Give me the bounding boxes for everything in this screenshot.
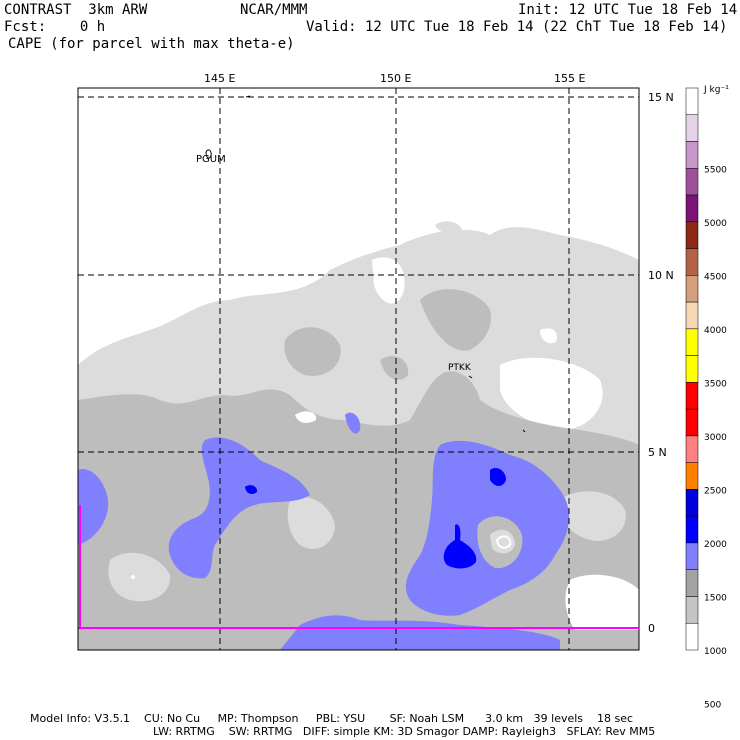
lon-label-145: 145 E xyxy=(204,72,235,85)
colorbar-segment xyxy=(685,328,699,356)
colorbar-segment xyxy=(685,114,699,142)
colorbar-segment xyxy=(685,221,699,249)
colorbar-segment xyxy=(685,569,699,597)
colorbar-segment xyxy=(685,194,699,223)
colorbar-label: 2500 xyxy=(704,486,727,496)
station-label-pgum: PGUM xyxy=(196,154,226,165)
model-title: CONTRAST 3km ARW xyxy=(4,2,148,18)
colorbar-segment xyxy=(685,355,699,383)
colorbar-labels: 5500 5000 4500 4000 3500 3000 2500 2000 1500 1000… xyxy=(704,165,727,710)
cape-shading xyxy=(78,88,639,650)
colorbar-segment xyxy=(685,489,699,517)
colorbar-segment xyxy=(685,382,699,410)
colorbar-segment xyxy=(685,168,699,196)
field-name: CAPE (for parcel with max theta-e) xyxy=(8,36,295,52)
colorbar-segment xyxy=(685,141,699,169)
colorbar-segment xyxy=(685,248,699,276)
colorbar-label: 500 xyxy=(704,701,721,711)
forecast-hour: Fcst: 0 h xyxy=(4,19,106,35)
colorbar-segment xyxy=(685,435,699,463)
colorbar-label: 4500 xyxy=(704,272,727,282)
model-info-line2: LW: RRTMG SW: RRTMG DIFF: simple KM: 3D … xyxy=(153,725,656,738)
colorbar-segment xyxy=(685,275,699,303)
colorbar-label: 2000 xyxy=(704,540,727,550)
colorbar xyxy=(685,87,699,651)
init-time: Init: 12 UTC Tue 18 Feb 14 xyxy=(518,2,738,18)
map-frame xyxy=(77,87,640,651)
colorbar-segment xyxy=(685,87,699,116)
coastlines xyxy=(205,95,526,433)
colorbar-segment xyxy=(685,542,699,570)
colorbar-segment xyxy=(685,515,699,544)
colorbar-segment xyxy=(685,301,699,330)
colorbar-label: 3000 xyxy=(704,433,727,443)
colorbar-label: 5000 xyxy=(704,219,727,229)
model-info-line1: Model Info: V3.5.1 CU: No Cu MP: Thompso… xyxy=(30,712,634,725)
lat-label-15n: 15 N xyxy=(648,91,674,104)
lon-label-150: 150 E xyxy=(380,72,411,85)
colorbar-segment xyxy=(685,622,699,651)
domain-boundary xyxy=(79,505,639,629)
colorbar-segment xyxy=(685,462,699,490)
valid-time: Valid: 12 UTC Tue 18 Feb 14 (22 ChT Tue … xyxy=(306,19,728,35)
colorbar-label: 5500 xyxy=(704,165,727,175)
lon-label-155: 155 E xyxy=(554,72,585,85)
colorbar-label: 3500 xyxy=(704,379,727,389)
colorbar-label: 1500 xyxy=(704,593,727,603)
lat-label-0: 0 xyxy=(648,622,655,635)
station-label-ptkk: PTKK xyxy=(448,363,472,373)
colorbar-segment xyxy=(685,596,699,624)
lat-label-5n: 5 N xyxy=(648,446,667,459)
center-title: NCAR/MMM xyxy=(240,2,308,18)
colorbar-units: J kg⁻¹ xyxy=(703,85,729,95)
colorbar-label: 4000 xyxy=(704,326,727,336)
colorbar-label: 1000 xyxy=(704,647,727,657)
lat-label-10n: 10 N xyxy=(648,269,674,282)
colorbar-segment xyxy=(685,408,699,437)
